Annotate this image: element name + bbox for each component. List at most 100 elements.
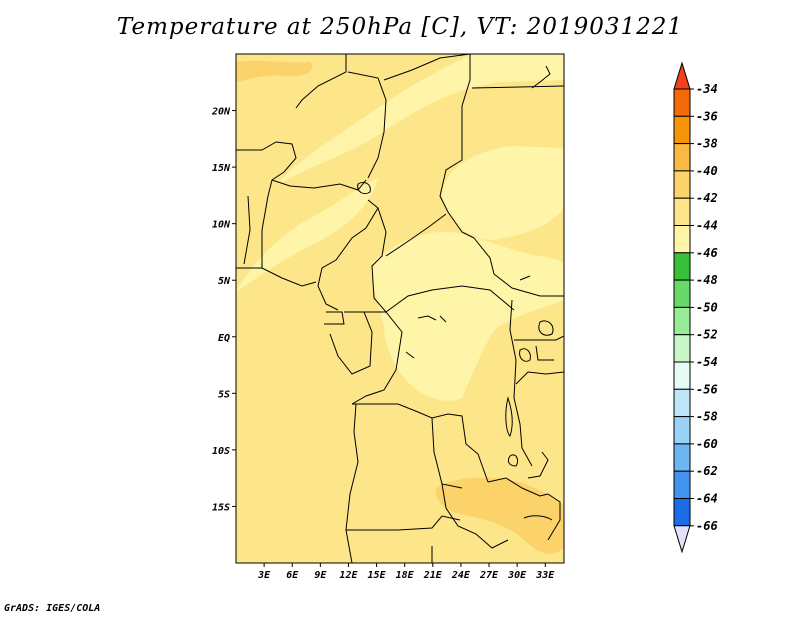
border-angola-drc xyxy=(352,403,489,483)
colorbar-label: -34 xyxy=(696,82,718,96)
lon-tick-label: 3E xyxy=(257,570,271,581)
border-burkina xyxy=(236,141,297,197)
river-segment-4 xyxy=(519,275,531,281)
lon-tick-label: 30E xyxy=(507,570,527,581)
colorbar-box xyxy=(673,361,691,390)
lake-tanganyika xyxy=(505,396,513,437)
lake-victoria xyxy=(538,320,554,336)
border-chad-car xyxy=(385,213,447,257)
colorbar-box xyxy=(673,470,691,500)
field-band-40-38-south xyxy=(435,477,564,554)
border-libya-egypt-sudan xyxy=(471,85,564,89)
border-lake-malawi xyxy=(527,451,549,479)
lon-tick-label: 33E xyxy=(535,570,555,581)
colorbar-label: -38 xyxy=(696,137,718,151)
border-drc-east xyxy=(509,299,533,467)
lon-tick-label: 12E xyxy=(339,570,358,581)
nile-delta xyxy=(531,65,551,89)
colorbar-label: -48 xyxy=(696,273,718,287)
border-car-drc xyxy=(385,285,515,313)
colorbar-box xyxy=(673,225,691,254)
colorbar-label: -40 xyxy=(696,164,718,178)
border-rwanda xyxy=(535,345,554,361)
map-title: Temperature at 250hPa [C], VT: 201903122… xyxy=(116,14,684,40)
lat-tick-label: 10N xyxy=(212,220,231,231)
colorbar-box xyxy=(673,197,691,226)
lake-chad xyxy=(357,181,371,195)
colorbar-label: -52 xyxy=(696,328,718,342)
colorbar-label: -58 xyxy=(696,410,718,424)
colorbar-box xyxy=(673,334,691,363)
colorbar-box xyxy=(673,416,691,445)
map-axes: 20N 15N 10N 5N EQ 5S 10S 15S 3E 6E 9E 12E 15E 18E 21E 2… xyxy=(211,107,555,581)
field-band-44-42-east xyxy=(442,146,564,240)
colorbar-label: -42 xyxy=(696,191,718,205)
border-zambia-malawi xyxy=(487,477,549,497)
river-segment-2 xyxy=(439,315,447,323)
colorbar-box xyxy=(673,388,691,418)
colorbar-label: -60 xyxy=(696,437,718,451)
river-segment-1 xyxy=(417,315,437,321)
lon-tick-label: 9E xyxy=(314,570,327,581)
border-car-south-sudan xyxy=(473,237,564,297)
border-angola-zambia-east xyxy=(431,417,463,489)
lat-tick-label: 5N xyxy=(218,276,231,287)
colorbar-top-arrow xyxy=(673,61,691,90)
colorbar-label: -36 xyxy=(696,109,718,123)
grads-credit: GrADS: IGES/COLA xyxy=(4,603,101,614)
lon-tick-label: 15E xyxy=(368,570,387,581)
map-frame xyxy=(235,53,565,564)
field-band-40-38-north xyxy=(236,60,313,82)
colorbar-box xyxy=(673,498,691,527)
colorbar: -34 -36 -38 -40 -42 -44 -46 -48 -50 -52 -54 -56 -58 -… xyxy=(673,61,718,554)
border-benin-togo xyxy=(261,195,269,268)
border-chad-car-cameroon xyxy=(371,207,387,313)
colorbar-box xyxy=(673,143,691,172)
colorbar-label: -50 xyxy=(696,300,718,314)
lat-tick-label: 15S xyxy=(212,502,230,513)
lon-tick-label: 27E xyxy=(479,570,499,581)
lake-albert xyxy=(519,348,531,362)
border-uganda xyxy=(514,335,564,341)
lon-tick-label: 18E xyxy=(396,570,415,581)
colorbar-label: -46 xyxy=(696,246,718,260)
field-band-44-42-west xyxy=(236,178,378,292)
colorbar-label: -64 xyxy=(696,492,718,506)
border-malawi-mozambique xyxy=(547,493,561,541)
border-libya-niger xyxy=(383,54,471,81)
colorbar-box xyxy=(673,115,691,145)
border-niger-east xyxy=(347,71,387,179)
colorbar-box xyxy=(673,443,691,472)
lake-mweru xyxy=(507,454,519,467)
lon-tick-label: 21E xyxy=(423,570,443,581)
border-chad-sudan xyxy=(439,54,475,239)
lake-kariba xyxy=(523,515,553,521)
lat-tick-label: 5S xyxy=(218,389,230,400)
border-angola-namibia xyxy=(346,515,461,531)
coast-angola xyxy=(345,403,359,563)
colorbar-box xyxy=(673,252,691,281)
field-band-44-42-central xyxy=(371,231,564,401)
border-eq-guinea xyxy=(324,311,345,325)
lat-tick-label: 20N xyxy=(211,107,231,118)
border-zambia-south xyxy=(441,483,509,549)
colorbar-label: -54 xyxy=(696,355,718,369)
lat-tick-label: EQ xyxy=(218,333,230,344)
colorbar-label: -44 xyxy=(696,219,718,233)
border-nigeria-cameroon xyxy=(317,199,379,311)
river-segment-3 xyxy=(405,351,415,359)
border-ghana xyxy=(243,195,251,265)
country-borders xyxy=(236,54,564,563)
border-tanzania xyxy=(515,371,564,385)
colorbar-box xyxy=(673,88,691,117)
border-niger-nigeria xyxy=(271,179,367,191)
lat-tick-label: 15N xyxy=(212,163,231,174)
colorbar-label: -62 xyxy=(696,464,718,478)
colorbar-box xyxy=(673,306,691,336)
colorbar-label: -66 xyxy=(696,519,718,533)
colorbar-bottom-arrow xyxy=(673,525,691,554)
colorbar-label: -56 xyxy=(696,382,718,396)
border-mali-algeria xyxy=(295,54,347,109)
border-congo-drc xyxy=(351,311,403,405)
